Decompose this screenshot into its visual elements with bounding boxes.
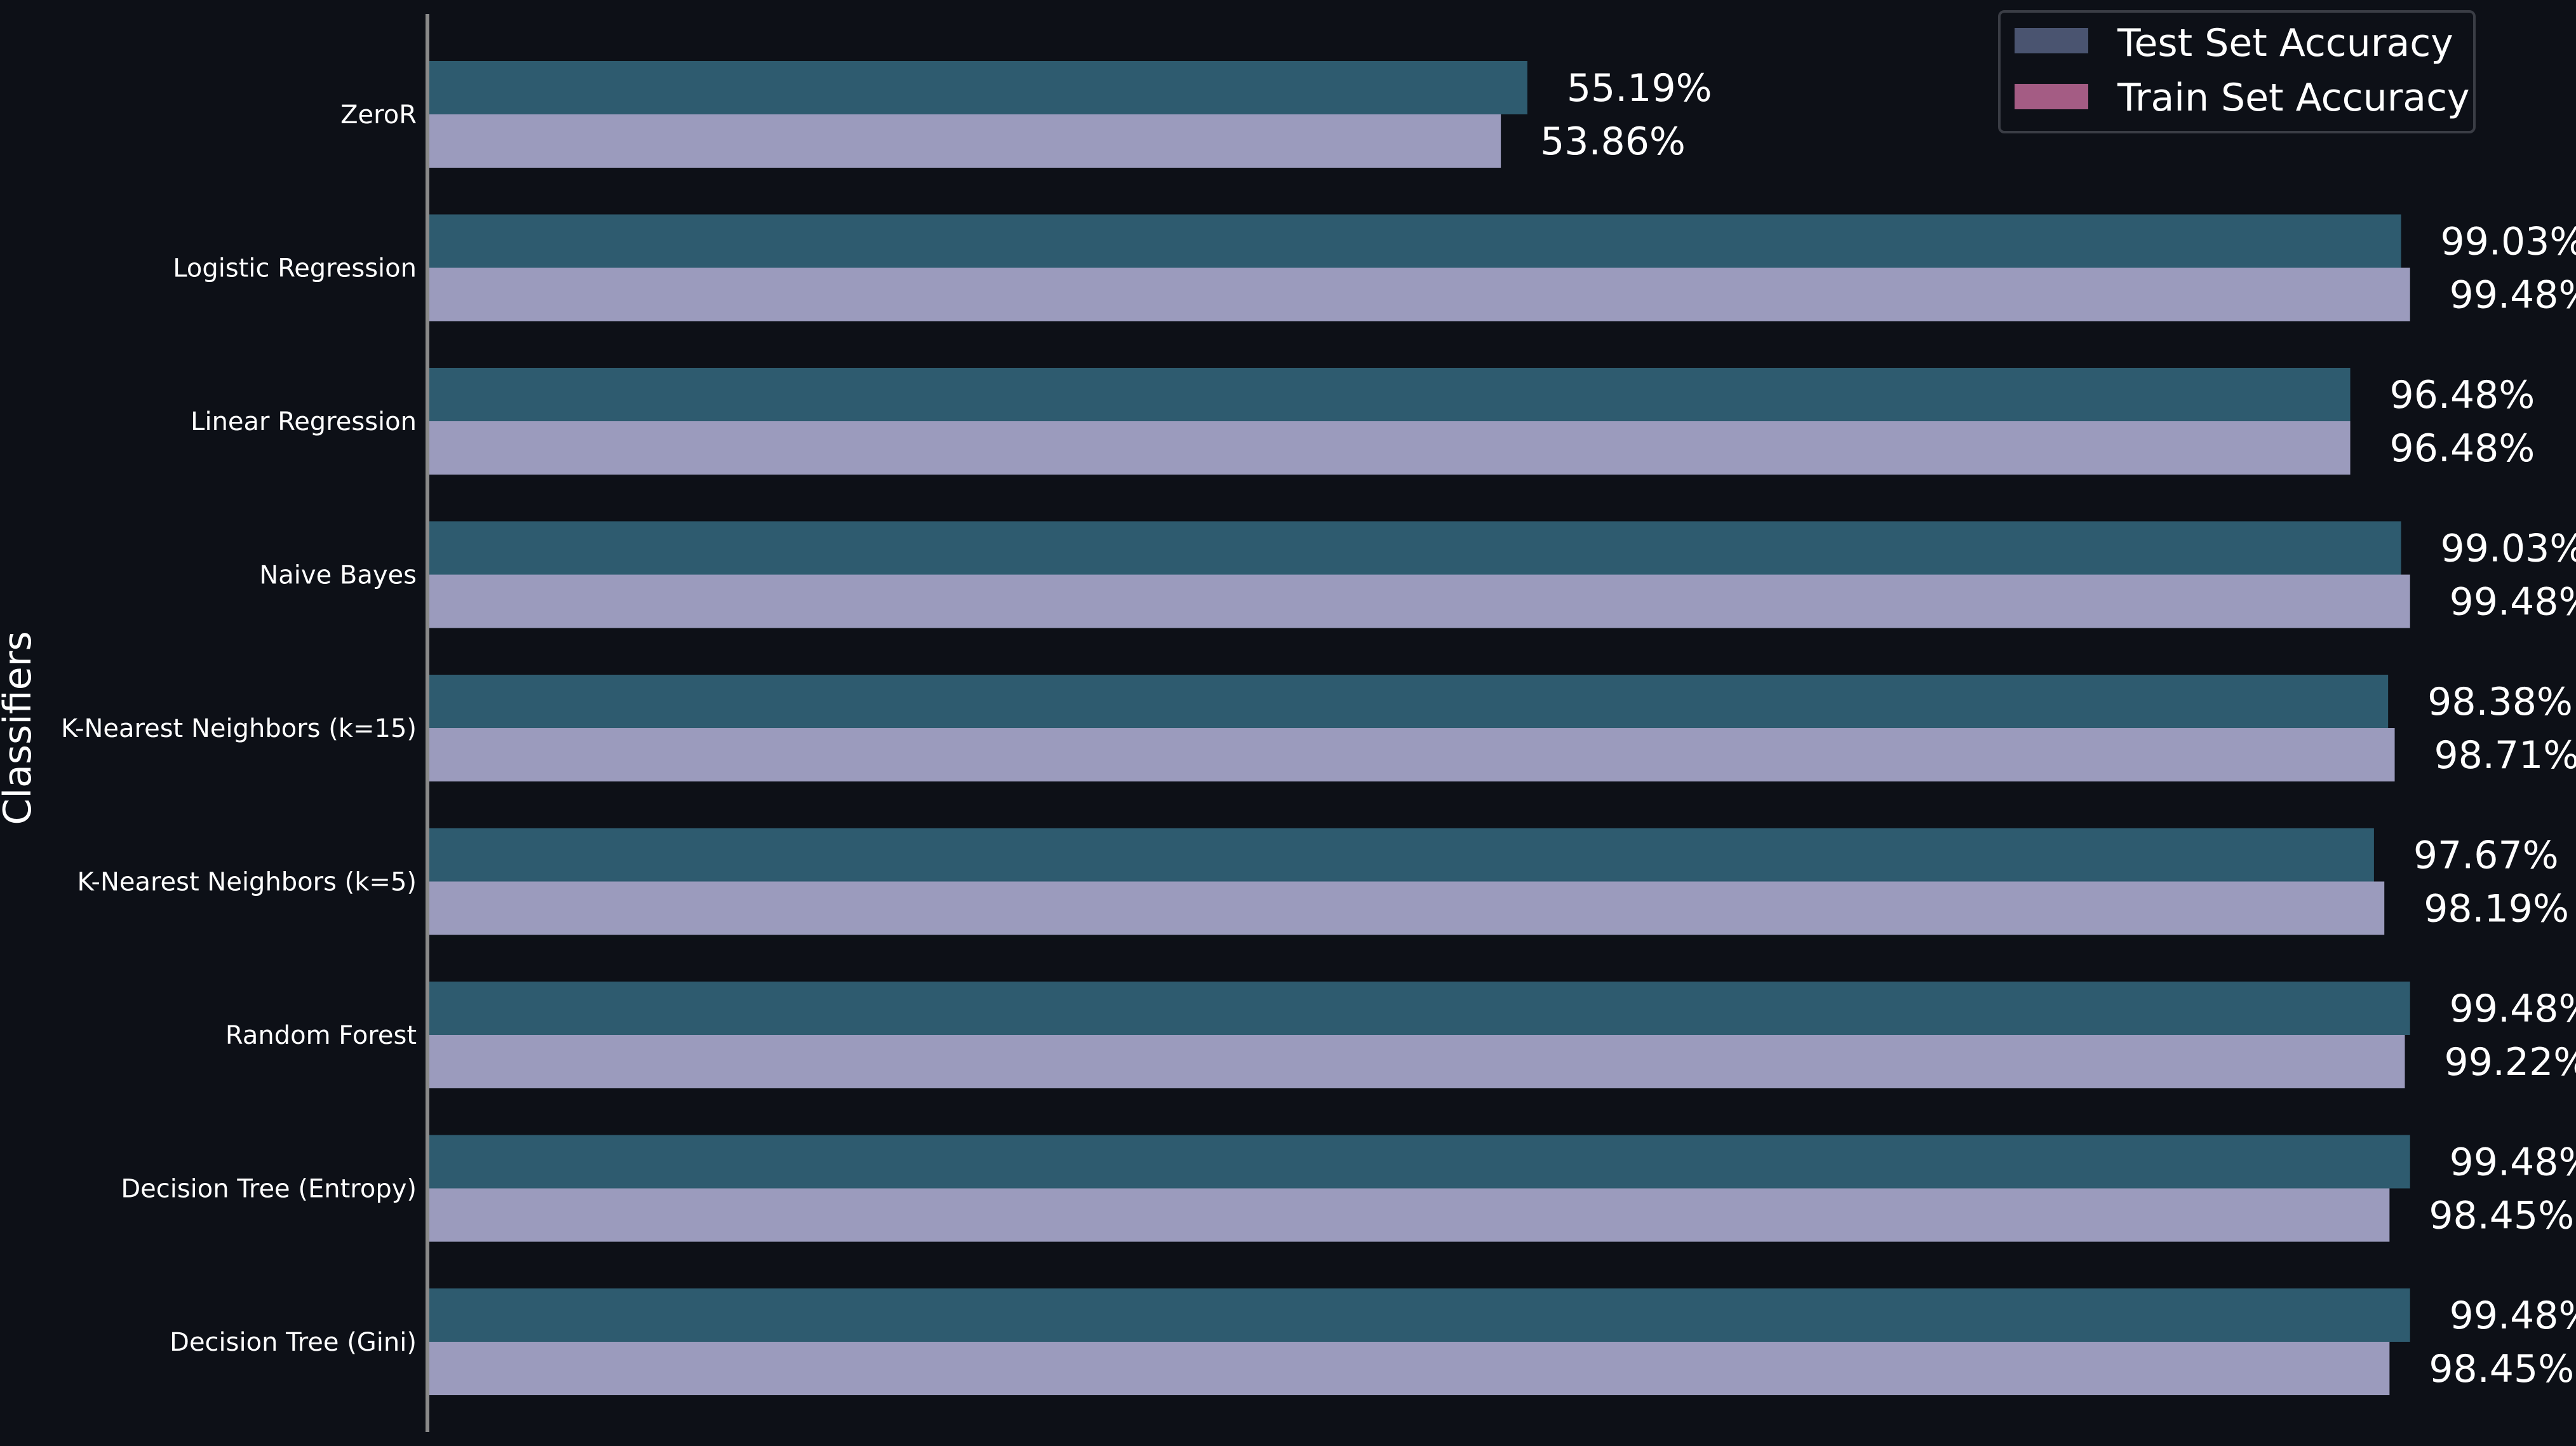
bar-train (427, 881, 2385, 935)
bar-train (427, 728, 2395, 781)
category-tick-label: Naive Bayes (259, 561, 417, 590)
value-label-test: 99.48% (2450, 1140, 2576, 1185)
value-label-train: 96.48% (2390, 426, 2535, 471)
category-tick-label: K-Nearest Neighbors (k=15) (61, 714, 417, 743)
category-tick-label: Linear Regression (191, 407, 417, 436)
bar-train (427, 1035, 2405, 1088)
bar-test (427, 1288, 2410, 1342)
legend-swatch-test (2015, 28, 2088, 53)
bar-test (427, 1135, 2410, 1189)
bar-test (427, 982, 2410, 1035)
value-label-test: 97.67% (2413, 834, 2559, 878)
value-label-train: 99.22% (2445, 1040, 2576, 1084)
value-label-train: 99.48% (2450, 273, 2576, 318)
value-label-test: 55.19% (1567, 66, 1712, 111)
value-label-train: 98.71% (2434, 733, 2576, 778)
legend-frame (1998, 10, 2476, 133)
bar-train (427, 114, 1501, 168)
bar-test (427, 61, 1527, 114)
bar-train (427, 421, 2351, 475)
bar-train (427, 1342, 2390, 1395)
value-label-train: 99.48% (2450, 580, 2576, 625)
bar-train (427, 1188, 2390, 1242)
category-tick-label: K-Nearest Neighbors (k=5) (77, 868, 417, 897)
category-tick-labels: ZeroR Logistic Regression Linear Regressio… (61, 100, 417, 1357)
value-label-test: 99.48% (2450, 987, 2576, 1031)
value-label-test: 96.48% (2390, 373, 2535, 417)
y-axis-label: Classifiers (0, 631, 40, 825)
value-label-train: 98.19% (2424, 887, 2569, 931)
value-label-test: 98.38% (2427, 680, 2573, 724)
category-tick-label: ZeroR (340, 100, 417, 130)
legend-label-test: Test Set Accuracy (2117, 21, 2453, 65)
legend-swatch-train (2015, 84, 2088, 109)
value-label-test: 99.48% (2450, 1294, 2576, 1338)
bars-layer (427, 61, 2410, 1395)
value-labels-layer: 55.19% 53.86% 99.03% 99.48% 96.48% 96.48% 99.0… (1540, 66, 2576, 1391)
bar-train (427, 267, 2410, 321)
value-label-train: 98.45% (2429, 1347, 2574, 1391)
category-tick-label: Random Forest (225, 1021, 417, 1050)
value-label-train: 98.45% (2429, 1194, 2574, 1238)
value-label-test: 99.03% (2441, 220, 2576, 264)
bar-test (427, 828, 2374, 882)
bar-test (427, 368, 2351, 421)
bar-train (427, 574, 2410, 628)
value-label-train: 53.86% (1540, 119, 1686, 164)
legend: Test Set Accuracy Train Set Accuracy (1998, 10, 2476, 133)
category-tick-label: Decision Tree (Entropy) (121, 1175, 417, 1204)
legend-label-train: Train Set Accuracy (2117, 76, 2470, 120)
category-tick-label: Decision Tree (Gini) (170, 1328, 417, 1357)
bar-test (427, 675, 2389, 728)
bar-test (427, 521, 2401, 575)
value-label-test: 99.03% (2441, 527, 2576, 571)
bar-test (427, 214, 2401, 268)
category-tick-label: Logistic Regression (173, 254, 417, 283)
